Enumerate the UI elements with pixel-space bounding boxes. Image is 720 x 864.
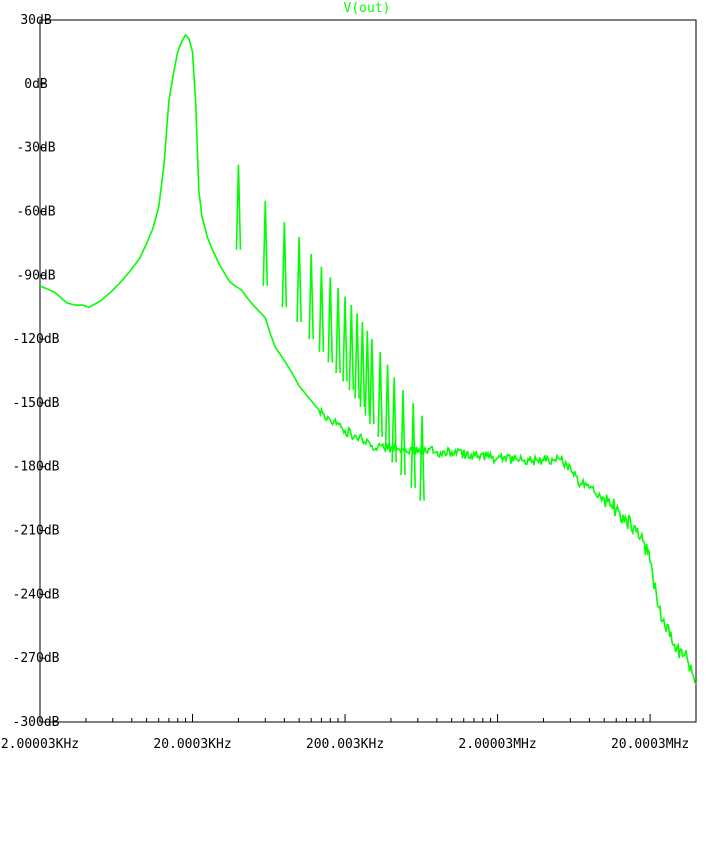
harmonic-spike — [354, 313, 360, 399]
x-minor-ticks — [85, 718, 644, 722]
harmonic-spike — [262, 200, 269, 286]
harmonic-spike — [419, 415, 425, 501]
harmonic-spike — [327, 277, 334, 363]
harmonic-spike — [391, 377, 397, 463]
harmonic-spike — [359, 322, 366, 408]
x-tick-label: 20.0003KHz — [153, 737, 231, 752]
y-tick-label: -270dB — [13, 651, 60, 666]
y-tick-label: -240dB — [13, 587, 60, 602]
harmonic-spike — [364, 330, 371, 416]
y-tick-label: 0dB — [24, 77, 48, 92]
y-tick-label: 30dB — [20, 13, 51, 28]
y-tick-label: -120dB — [13, 332, 60, 347]
y-tick-label: -60dB — [16, 204, 55, 219]
harmonic-spike — [335, 288, 341, 374]
x-tick-label: 200.003KHz — [306, 737, 384, 752]
plot-frame — [39, 19, 697, 723]
x-tick-label: 2.00003MHz — [458, 737, 536, 752]
y-tick-label: -30dB — [16, 141, 55, 156]
y-tick-label: -210dB — [13, 524, 60, 539]
harmonic-spike — [384, 364, 391, 450]
x-axis: 2.00003KHz 20.0003KHz 200.003KHz 2.00003MHz… — [1, 714, 689, 752]
harmonic-spike — [400, 390, 406, 476]
series-line-vout — [39, 33, 697, 685]
harmonic-spike — [296, 236, 302, 323]
harmonic-spike — [348, 305, 355, 391]
harmonic-spike — [235, 164, 242, 250]
harmonic-spike — [281, 222, 288, 308]
harmonic-spike — [410, 402, 417, 488]
harmonic-spike — [377, 351, 383, 437]
trace-group — [39, 33, 697, 685]
harmonic-spike — [308, 253, 315, 340]
y-tick-label: -300dB — [13, 715, 60, 730]
harmonic-spike — [342, 296, 348, 382]
y-tick-label: -180dB — [13, 460, 60, 475]
x-tick-label: 2.00003KHz — [1, 737, 79, 752]
y-tick-label: -90dB — [16, 268, 55, 283]
harmonic-spike — [369, 339, 375, 425]
harmonic-spike — [318, 266, 325, 352]
trace-title: V(out) — [344, 1, 391, 16]
x-tick-label: 20.0003MHz — [611, 737, 689, 752]
y-axis: 30dB 0dB -30dB -60dB -90dB -120dB -150dB -180dB… — [13, 13, 60, 730]
y-tick-label: -150dB — [13, 396, 60, 411]
